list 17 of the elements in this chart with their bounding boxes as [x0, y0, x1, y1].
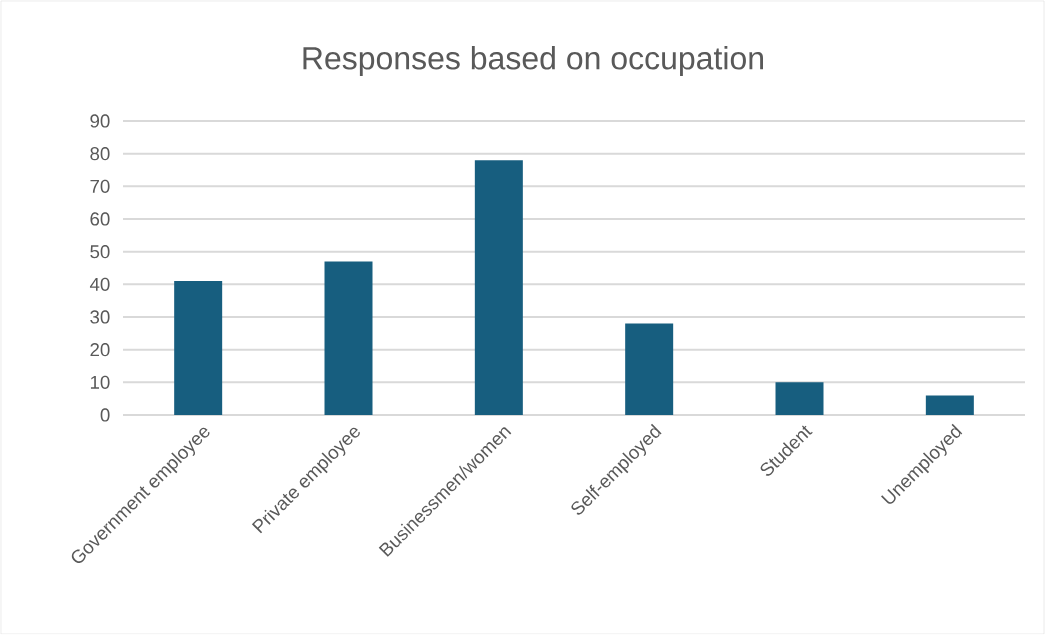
y-tick-label: 50 [90, 245, 110, 259]
chart-title: Responses based on occupation [303, 46, 763, 76]
y-tick-label: 40 [89, 277, 110, 291]
y-tick-label: 10 [90, 375, 110, 389]
bar [775, 382, 824, 415]
y-tick-label: 30 [90, 310, 110, 324]
y-tick-label: 0 [100, 408, 110, 422]
bar [625, 323, 674, 415]
y-tick-label: 70 [90, 179, 110, 193]
bar [174, 281, 223, 415]
y-tick-label: 90 [90, 114, 110, 128]
y-tick-label: 20 [90, 343, 110, 357]
bar [925, 395, 974, 415]
y-tick-label: 80 [90, 147, 110, 161]
bar [324, 261, 373, 415]
y-tick-label: 60 [90, 212, 110, 226]
bar [474, 160, 523, 415]
